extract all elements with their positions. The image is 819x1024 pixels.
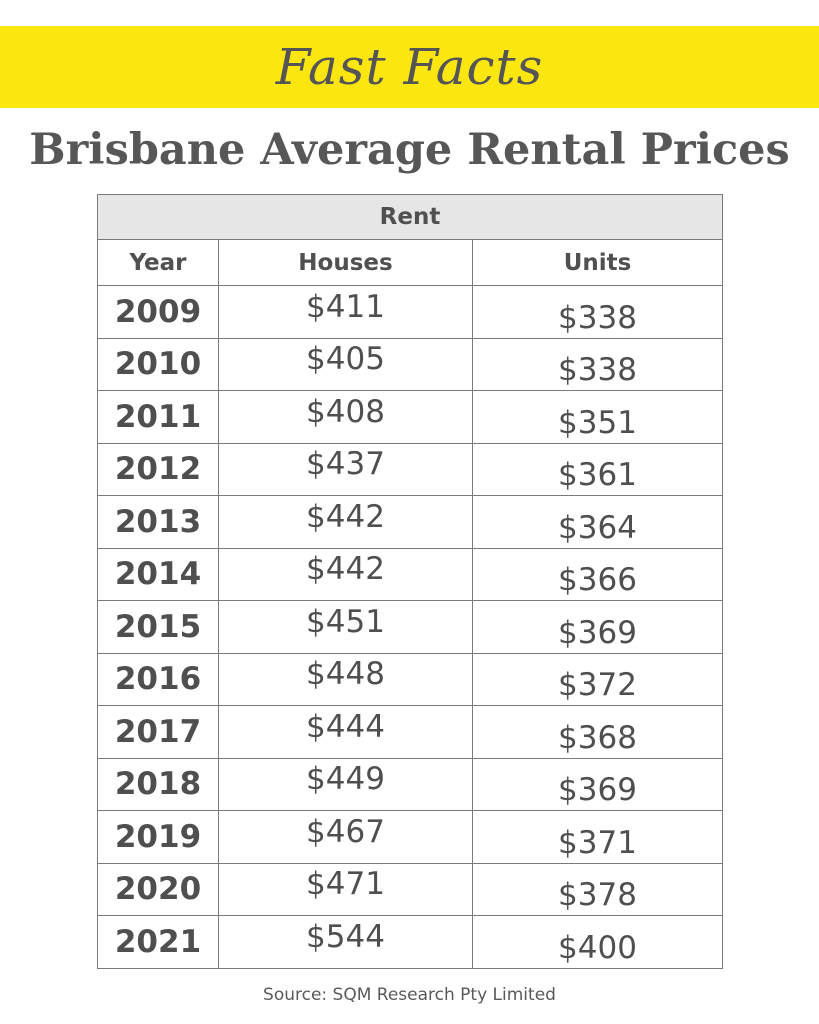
houses-rent-cell: $408: [218, 390, 473, 444]
units-rent-cell: $400: [472, 915, 723, 969]
houses-rent-value: $467: [306, 813, 385, 850]
year-cell: 2011: [97, 390, 219, 444]
table-body: 2009 $411 $338 2010 $405 $338 2011 $408 $351 2012…: [97, 285, 723, 969]
units-rent-value: $400: [558, 929, 637, 966]
units-rent-value: $369: [558, 772, 637, 809]
units-rent-cell: $338: [472, 337, 723, 391]
houses-rent-value: $448: [306, 656, 385, 693]
fast-facts-banner: Fast Facts: [0, 26, 819, 108]
table-row: 2018 $449 $369: [97, 757, 723, 811]
table-row: 2010 $405 $338: [97, 337, 723, 391]
houses-rent-cell: $411: [218, 285, 473, 339]
units-rent-value: $378: [558, 877, 637, 914]
table-row: 2019 $467 $371: [97, 810, 723, 864]
houses-rent-cell: $437: [218, 442, 473, 496]
year-cell: 2013: [97, 495, 219, 549]
table-row: 2016 $448 $372: [97, 652, 723, 706]
units-rent-value: $361: [558, 457, 637, 494]
banner-title: Fast Facts: [275, 38, 544, 96]
houses-rent-value: $437: [306, 446, 385, 483]
houses-rent-value: $471: [306, 866, 385, 903]
year-cell: 2009: [97, 285, 219, 339]
table-row: 2017 $444 $368: [97, 705, 723, 759]
units-rent-cell: $369: [472, 757, 723, 811]
units-rent-cell: $378: [472, 862, 723, 916]
column-header-houses: Houses: [218, 239, 473, 286]
column-header-units: Units: [472, 239, 723, 286]
table-row: 2021 $544 $400: [97, 915, 723, 969]
table-row: 2014 $442 $366: [97, 547, 723, 601]
houses-rent-cell: $405: [218, 337, 473, 391]
year-cell: 2021: [97, 915, 219, 969]
year-cell: 2016: [97, 652, 219, 706]
units-rent-cell: $369: [472, 600, 723, 654]
houses-rent-cell: $449: [218, 757, 473, 811]
table-row: 2011 $408 $351: [97, 390, 723, 444]
page-title: Brisbane Average Rental Prices: [29, 125, 790, 175]
units-rent-cell: $351: [472, 390, 723, 444]
houses-rent-value: $442: [306, 551, 385, 588]
units-rent-cell: $361: [472, 442, 723, 496]
units-rent-value: $364: [558, 509, 637, 546]
houses-rent-value: $442: [306, 498, 385, 535]
table-row: 2020 $471 $378: [97, 862, 723, 916]
houses-rent-value: $408: [306, 393, 385, 430]
column-header-year: Year: [97, 239, 219, 286]
year-cell: 2012: [97, 442, 219, 496]
table-group-header: Rent: [97, 194, 723, 240]
table-row: 2012 $437 $361: [97, 442, 723, 496]
units-rent-cell: $372: [472, 652, 723, 706]
houses-rent-value: $544: [306, 918, 385, 955]
year-cell: 2014: [97, 547, 219, 601]
houses-rent-cell: $444: [218, 705, 473, 759]
units-rent-value: $371: [558, 824, 637, 861]
source-note: Source: SQM Research Pty Limited: [263, 985, 556, 1005]
houses-rent-value: $411: [306, 288, 385, 325]
table-row: 2013 $442 $364: [97, 495, 723, 549]
table-row: 2009 $411 $338: [97, 285, 723, 339]
units-rent-value: $366: [558, 562, 637, 599]
houses-rent-cell: $467: [218, 810, 473, 864]
houses-rent-cell: $442: [218, 495, 473, 549]
units-rent-value: $338: [558, 352, 637, 389]
year-cell: 2015: [97, 600, 219, 654]
houses-rent-value: $449: [306, 761, 385, 798]
year-cell: 2010: [97, 337, 219, 391]
houses-rent-cell: $448: [218, 652, 473, 706]
units-rent-cell: $364: [472, 495, 723, 549]
houses-rent-cell: $544: [218, 915, 473, 969]
houses-rent-cell: $451: [218, 600, 473, 654]
houses-rent-cell: $471: [218, 862, 473, 916]
houses-rent-value: $405: [306, 341, 385, 378]
year-cell: 2020: [97, 862, 219, 916]
units-rent-cell: $338: [472, 285, 723, 339]
units-rent-cell: $366: [472, 547, 723, 601]
units-rent-value: $338: [558, 299, 637, 336]
table-row: 2015 $451 $369: [97, 600, 723, 654]
units-rent-value: $372: [558, 667, 637, 704]
units-rent-cell: $368: [472, 705, 723, 759]
year-cell: 2019: [97, 810, 219, 864]
units-rent-cell: $371: [472, 810, 723, 864]
year-cell: 2017: [97, 705, 219, 759]
rental-prices-table: Rent Year Houses Units 2009 $411 $338 2010 $…: [97, 194, 723, 969]
units-rent-value: $369: [558, 614, 637, 651]
units-rent-value: $351: [558, 404, 637, 441]
year-cell: 2018: [97, 757, 219, 811]
houses-rent-value: $444: [306, 708, 385, 745]
units-rent-value: $368: [558, 719, 637, 756]
houses-rent-value: $451: [306, 603, 385, 640]
houses-rent-cell: $442: [218, 547, 473, 601]
